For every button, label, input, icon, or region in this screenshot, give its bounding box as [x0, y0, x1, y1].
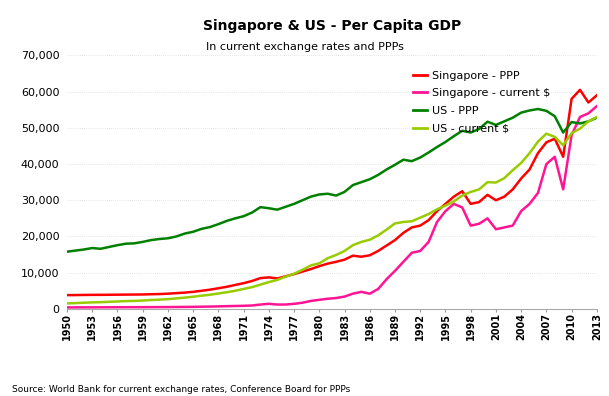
Title: Singapore & US - Per Capita GDP: Singapore & US - Per Capita GDP: [203, 19, 461, 33]
Text: In current exchange rates and PPPs: In current exchange rates and PPPs: [206, 42, 403, 51]
Legend: Singapore - PPP, Singapore - current $, US - PPP, US - current $: Singapore - PPP, Singapore - current $, …: [409, 66, 555, 138]
Text: Source: World Bank for current exchange rates, Conference Board for PPPs: Source: World Bank for current exchange …: [12, 385, 350, 394]
